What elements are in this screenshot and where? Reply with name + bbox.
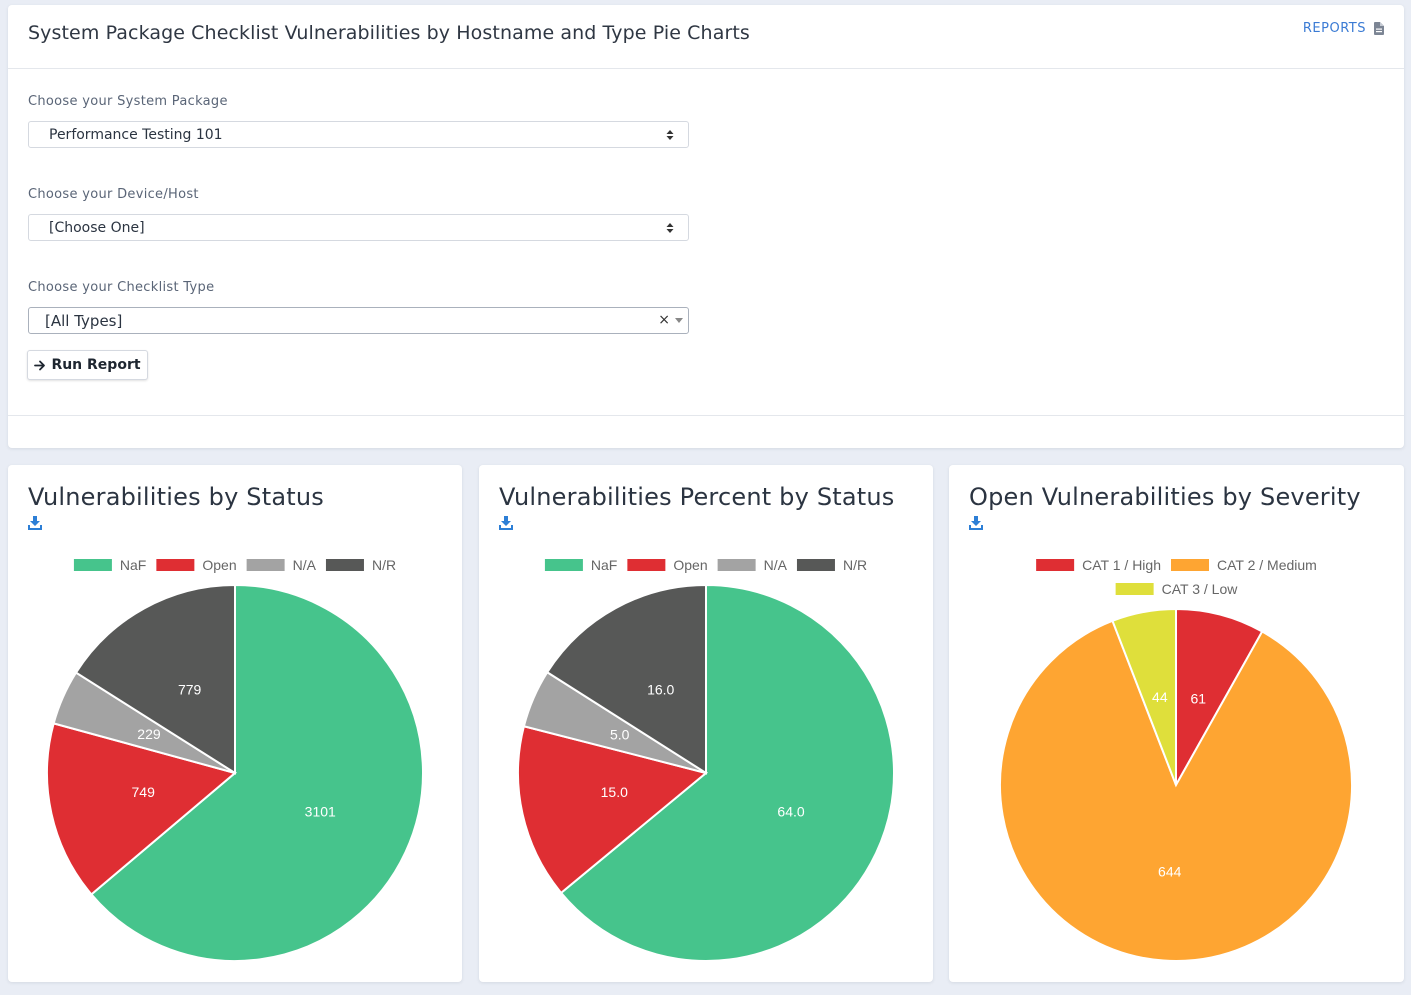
pie-chart-status: NaF Open N/A N/R 3101 749 229 779 [46,557,424,962]
pie-labels: 64.0 15.0 5.0 16.0 [601,681,805,819]
legend-swatch [627,559,666,571]
legend-swatch [796,559,835,571]
legend-item-n-r[interactable]: N/R [796,557,867,573]
system-package-value: Performance Testing 101 [49,126,223,143]
slice-label-cat-1-high: 61 [1190,691,1206,707]
legend-label: Open [673,557,707,573]
pie-labels: 3101 749 229 779 [132,681,337,819]
chart-legend: NaF Open N/A N/R [544,557,867,573]
legend-label: CAT 3 / Low [1162,581,1239,597]
legend-item-cat-3-low[interactable]: CAT 3 / Low [1115,581,1239,597]
device-host-value: [Choose One] [49,219,145,236]
legend-item-cat-1-high[interactable]: CAT 1 / High [1036,557,1161,573]
download-icon[interactable] [28,516,42,530]
pie-slices [999,607,1353,962]
slice-label-naf: 64.0 [777,804,804,820]
clear-selection-icon[interactable]: × [658,312,670,328]
legend-swatch [246,559,285,571]
legend-item-n-a[interactable]: N/A [717,557,788,573]
slice-label-naf: 3101 [305,803,336,819]
slice-label-n-r: 779 [178,681,202,697]
legend-swatch [1036,559,1075,571]
legend-item-open[interactable]: Open [156,557,237,573]
document-icon [1374,22,1384,35]
pie-slice-n-r[interactable] [74,583,236,775]
pie-slice-open[interactable] [46,722,238,896]
legend-label: N/R [843,557,867,573]
pie-slice-naf[interactable] [559,583,895,962]
legend-swatch [325,559,364,571]
slice-label-cat-2-medium: 644 [1158,863,1182,879]
pie-slice-open[interactable] [517,725,709,895]
pie-slice-naf[interactable] [89,583,424,962]
legend-label: NaF [120,557,146,573]
checklist-type-select[interactable]: [All Types] × [28,307,689,334]
legend-label: NaF [591,557,617,573]
chart-card-status: Vulnerabilities by Status NaF Open N/A N/R 3… [8,465,462,982]
select-arrows-icon [666,130,674,140]
pie-slice-cat-2-medium[interactable] [999,619,1353,962]
slice-label-open: 749 [132,784,156,800]
slice-label-cat-3-low: 44 [1152,689,1168,705]
run-report-label: Run Report [51,357,141,373]
device-host-label: Choose your Device/Host [28,187,199,202]
legend-label: N/A [764,557,788,573]
page-title: System Package Checklist Vulnerabilities… [28,22,750,44]
dropdown-caret-icon[interactable] [675,318,683,323]
download-icon[interactable] [499,516,513,530]
reports-label: REPORTS [1302,21,1366,36]
slice-label-n-a: 5.0 [610,726,630,742]
form-divider [8,415,1404,416]
arrow-right-icon [34,360,46,370]
legend-swatch [73,559,112,571]
system-package-select[interactable]: Performance Testing 101 [28,121,689,148]
reports-link[interactable]: REPORTS [1303,21,1384,36]
legend-item-naf[interactable]: NaF [73,557,146,573]
legend-item-naf[interactable]: NaF [544,557,617,573]
chart-title: Vulnerabilities by Status [28,483,324,511]
chart-title: Open Vulnerabilities by Severity [969,483,1361,511]
pie-chart-percent: NaF Open N/A N/R 64.0 15.0 5.0 16.0 [517,557,895,962]
device-host-select[interactable]: [Choose One] [28,214,689,241]
chart-title: Vulnerabilities Percent by Status [499,483,895,511]
slice-label-n-r: 16.0 [647,681,674,697]
legend-item-cat-2-medium[interactable]: CAT 2 / Medium [1171,557,1317,573]
pie-slice-cat-3-low[interactable] [1111,607,1177,786]
checklist-type-label: Choose your Checklist Type [28,280,215,295]
select-arrows-icon [666,223,674,233]
pie-slice-n-r[interactable] [545,583,707,775]
legend-label: CAT 1 / High [1082,557,1161,573]
report-form-card: System Package Checklist Vulnerabilities… [8,5,1404,448]
legend-swatch [544,559,583,571]
legend-swatch [1171,559,1209,571]
run-report-button[interactable]: Run Report [27,350,148,380]
slice-label-n-a: 229 [137,726,161,742]
legend-label: CAT 2 / Medium [1217,557,1317,573]
legend-item-n-r[interactable]: N/R [325,557,396,573]
chart-legend: CAT 1 / High CAT 2 / Medium CAT 3 / Low [1036,557,1317,597]
legend-item-n-a[interactable]: N/A [246,557,317,573]
pie-labels: 61 644 44 [1152,689,1206,879]
system-package-label: Choose your System Package [28,94,228,109]
card-header: System Package Checklist Vulnerabilities… [8,5,1404,69]
legend-item-open[interactable]: Open [627,557,708,573]
legend-swatch [156,559,195,571]
legend-label: Open [202,557,236,573]
legend-label: N/R [372,557,396,573]
chart-legend: NaF Open N/A N/R [73,557,396,573]
chart-card-percent: Vulnerabilities Percent by Status NaF Ope… [479,465,933,982]
legend-swatch [717,559,756,571]
chart-card-severity: Open Vulnerabilities by Severity CAT 1 /… [949,465,1404,982]
download-icon[interactable] [969,516,983,530]
legend-swatch [1115,583,1154,595]
legend-label: N/A [293,557,317,573]
pie-slices [46,583,424,962]
pie-slices [517,583,895,962]
pie-slice-cat-1-high[interactable] [1175,607,1264,789]
checklist-type-value: [All Types] [45,311,123,330]
slice-label-open: 15.0 [601,784,628,800]
